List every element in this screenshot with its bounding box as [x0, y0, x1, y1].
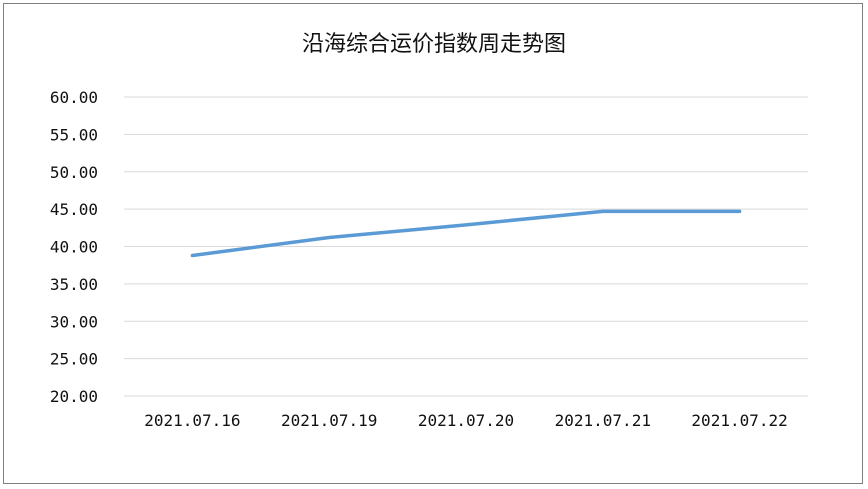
y-tick-label: 55.00 [50, 125, 98, 144]
x-tick-label: 2021.07.21 [555, 411, 651, 430]
x-tick-label: 2021.07.22 [691, 411, 787, 430]
y-axis-ticks: 20.00 25.00 30.00 35.00 40.00 45.00 50.00 55.00… [50, 88, 98, 406]
y-tick-label: 50.00 [50, 163, 98, 182]
y-tick-label: 60.00 [50, 88, 98, 107]
x-tick-label: 2021.07.19 [281, 411, 377, 430]
x-tick-label: 2021.07.16 [144, 411, 240, 430]
y-tick-label: 40.00 [50, 238, 98, 257]
chart-frame [3, 3, 863, 484]
series-line-0 [190, 209, 742, 258]
chart-title: 沿海综合运价指数周走势图 [301, 32, 566, 57]
y-tick-label: 45.00 [50, 200, 98, 219]
y-tick-label: 20.00 [50, 387, 98, 406]
gridlines [124, 96, 808, 397]
x-tick-label: 2021.07.20 [418, 411, 514, 430]
y-tick-label: 35.00 [50, 275, 98, 294]
y-tick-label: 25.00 [50, 350, 98, 369]
series-group [190, 209, 742, 258]
y-tick-label: 30.00 [50, 312, 98, 331]
x-axis-ticks: 2021.07.16 2021.07.19 2021.07.20 2021.07.21… [144, 411, 788, 430]
